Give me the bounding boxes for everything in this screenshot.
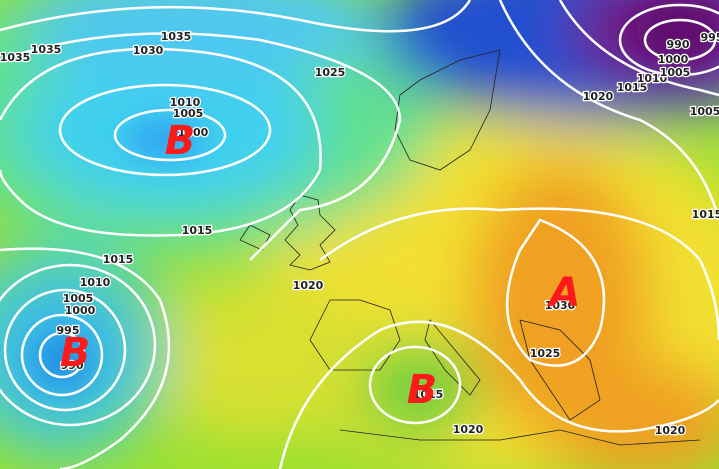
isobar-label: 1005 bbox=[63, 292, 94, 305]
isobar-label: 1035 bbox=[161, 30, 192, 43]
isobar-label: 1025 bbox=[315, 66, 346, 79]
pressure-center: B bbox=[60, 330, 91, 376]
isobar-label: 1015 bbox=[413, 388, 444, 401]
isobar-label: 1035 bbox=[0, 51, 30, 64]
isobar-label: 1015 bbox=[103, 253, 134, 266]
isobar-label: 1010 bbox=[637, 72, 668, 85]
pressure-center: B bbox=[407, 367, 438, 413]
isobar-label: 1005 bbox=[690, 105, 719, 118]
isobar-label: 1005 bbox=[173, 107, 204, 120]
isobar-label: 1020 bbox=[583, 90, 614, 103]
isobar-label: 1000 bbox=[658, 53, 689, 66]
isobar-label: 1010 bbox=[80, 276, 111, 289]
coastlines bbox=[239, 49, 701, 446]
isobar-label: 1020 bbox=[293, 279, 324, 292]
pressure-centers: B B B A bbox=[60, 118, 581, 413]
isobar-label: 1020 bbox=[453, 423, 484, 436]
pressure-center: A bbox=[547, 270, 581, 316]
isobar-label: 1000 bbox=[178, 126, 209, 139]
isobar-label: 1015 bbox=[182, 224, 213, 237]
isobar-label: 1030 bbox=[545, 299, 576, 312]
pressure-center: B bbox=[165, 118, 196, 164]
isobar-label: 990 bbox=[61, 359, 84, 372]
isobar-label: 1015 bbox=[617, 81, 648, 94]
isobar-label: 1010 bbox=[170, 96, 201, 109]
isobar-label: 1000 bbox=[65, 304, 96, 317]
isobar-label: 1025 bbox=[530, 347, 561, 360]
isobar-label: 995 bbox=[701, 31, 719, 44]
isobar-label: 995 bbox=[57, 324, 80, 337]
isobar-labels: 1035103510301035102510101005100010151015… bbox=[0, 29, 719, 439]
isobar-label: 1005 bbox=[660, 66, 691, 79]
isobar-label: 1020 bbox=[655, 424, 686, 437]
isobar-label: 1030 bbox=[133, 44, 164, 57]
isobar-label: 1035 bbox=[31, 43, 62, 56]
isobar-label: 990 bbox=[667, 38, 690, 51]
isobar-label: 1015 bbox=[692, 208, 719, 221]
